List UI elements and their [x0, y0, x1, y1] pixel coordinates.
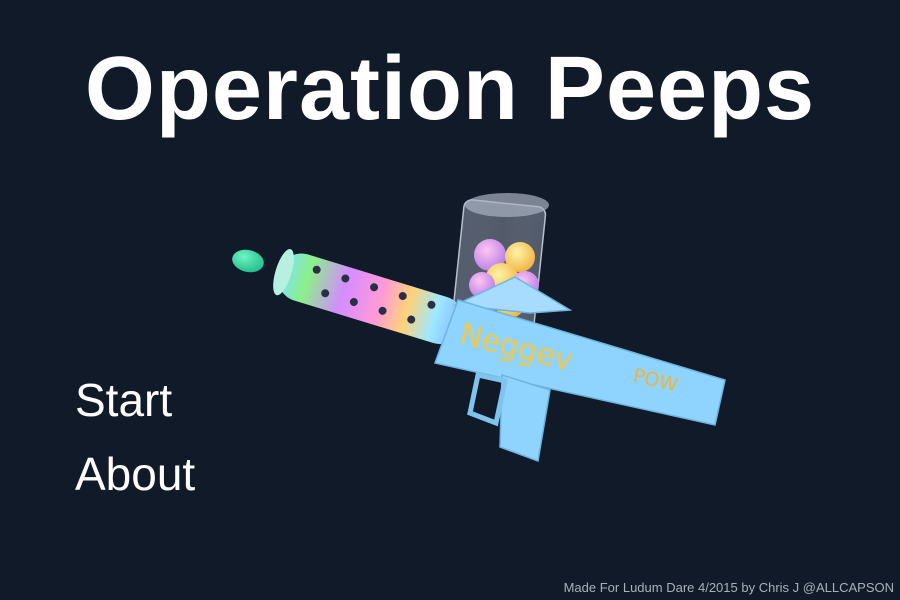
about-button[interactable]: About	[75, 448, 196, 500]
gun-body: Neggev POW	[434, 276, 726, 463]
start-button[interactable]: Start	[75, 374, 173, 426]
credits-footer: Made For Ludum Dare 4/2015 by Chris J @A…	[563, 580, 894, 595]
egg-gun-illustration: Neggev POW	[232, 193, 726, 463]
game-title: Operation Peeps	[84, 39, 816, 139]
rainbow-barrel	[273, 249, 463, 344]
egg-projectile	[232, 249, 264, 273]
